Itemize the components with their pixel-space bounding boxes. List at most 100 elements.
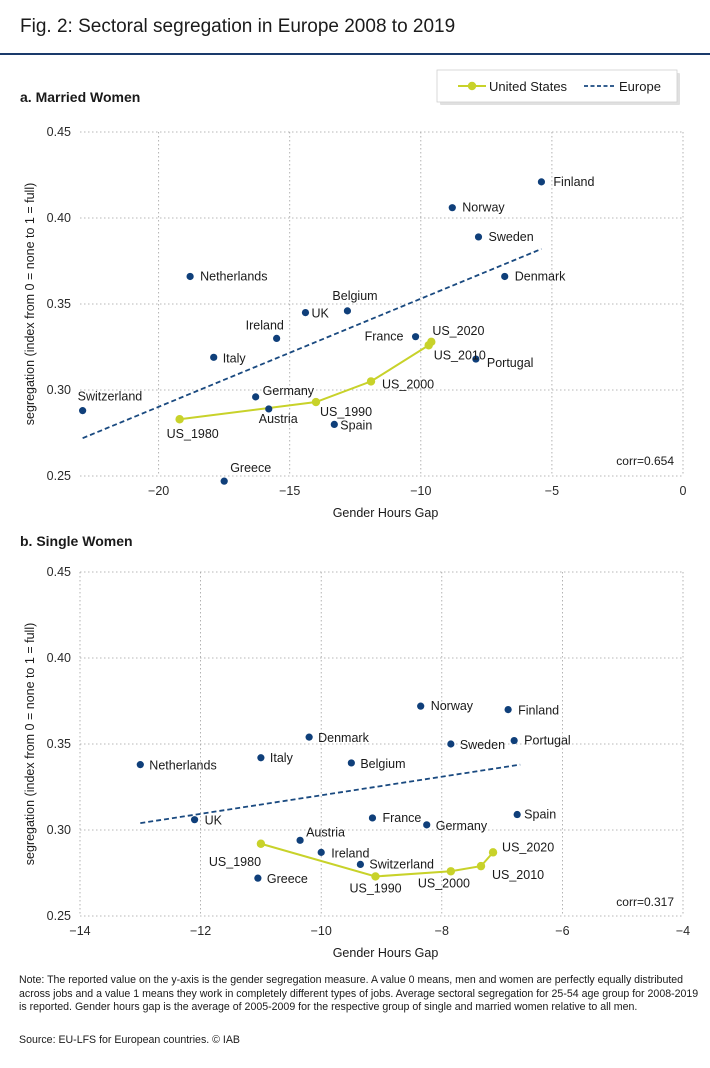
point-label-switzerland: Switzerland	[78, 390, 143, 404]
point-france	[368, 814, 377, 822]
x-tick-label: −10	[311, 924, 332, 938]
y-tick-label: 0.35	[47, 737, 71, 751]
point-us_2000	[446, 867, 456, 876]
point-greece	[254, 874, 262, 882]
y-tick-label: 0.45	[47, 565, 71, 579]
title-rule	[0, 53, 710, 55]
x-tick-label: −4	[676, 924, 690, 938]
x-tick-label: −15	[279, 484, 300, 498]
legend-label-europe: Europe	[619, 79, 661, 94]
point-uk	[301, 309, 310, 317]
point-label-sweden: Sweden	[460, 738, 505, 752]
figure-title: Fig. 2: Sectoral segregation in Europe 2…	[20, 16, 456, 37]
point-label-us_1980: US_1980	[209, 855, 261, 869]
point-portugal	[472, 355, 480, 363]
point-label-us_1990: US_1990	[349, 881, 401, 895]
point-spain	[330, 420, 338, 428]
x-tick-label: −14	[69, 924, 90, 938]
x-tick-label: −5	[545, 484, 559, 498]
point-germany	[423, 821, 431, 829]
point-norway	[448, 204, 456, 212]
correlation-annotation: corr=0.654	[616, 454, 674, 468]
x-tick-label: −8	[435, 924, 449, 938]
x-tick-label: −20	[148, 484, 169, 498]
point-label-belgium: Belgium	[360, 757, 405, 771]
charts-canvas: a. Married Women −20 −15 −10 −5 0 0.25 0.30 0.35…	[20, 69, 690, 960]
point-label-greece: Greece	[267, 872, 308, 886]
point-switzerland	[356, 860, 364, 869]
point-label-denmark: Denmark	[515, 269, 566, 283]
point-netherlands	[186, 272, 194, 281]
point-label-us_2010: US_2010	[434, 348, 486, 362]
point-label-italy: Italy	[223, 351, 247, 365]
point-austria	[265, 405, 273, 413]
chart-panel-married-women: a. Married Women −20 −15 −10 −5 0 0.25 0.30 0.35…	[20, 69, 687, 520]
point-label-italy: Italy	[270, 751, 294, 765]
y-tick-label: 0.35	[47, 297, 71, 311]
point-label-us_2010: US_2010	[492, 868, 544, 882]
point-label-austria: Austria	[259, 412, 298, 426]
x-tick-label: −10	[410, 484, 431, 498]
point-label-us_2000: US_2000	[382, 377, 434, 391]
x-tick-label: −6	[555, 924, 569, 938]
y-tick-label: 0.30	[47, 823, 71, 837]
point-label-norway: Norway	[431, 699, 474, 713]
point-us_2000	[366, 377, 376, 386]
point-label-ireland: Ireland	[246, 318, 284, 332]
y-tick-label: 0.40	[47, 651, 71, 665]
point-us_2010	[476, 861, 486, 871]
point-label-greece: Greece	[230, 461, 271, 475]
europe-trend-line	[140, 763, 521, 825]
point-label-us_1980: US_1980	[167, 427, 219, 441]
point-label-norway: Norway	[462, 201, 505, 215]
point-finland	[504, 706, 512, 714]
panel-title: a. Married Women	[20, 89, 140, 105]
y-tick-label: 0.25	[47, 909, 71, 923]
point-italy	[210, 353, 218, 361]
point-finland	[537, 178, 546, 186]
x-axis-label: Gender Hours Gap	[333, 946, 439, 960]
point-label-denmark: Denmark	[318, 731, 369, 745]
point-label-ireland: Ireland	[331, 846, 369, 860]
point-label-spain: Spain	[524, 808, 556, 822]
panel-title: b. Single Women	[20, 533, 133, 549]
point-ireland	[273, 334, 281, 342]
point-label-portugal: Portugal	[524, 734, 571, 748]
legend-label-united-states: United States	[489, 79, 568, 94]
point-germany	[252, 393, 260, 401]
point-us_1990	[371, 872, 380, 881]
point-uk	[190, 816, 199, 824]
point-greece	[220, 477, 228, 485]
point-ireland	[317, 848, 325, 856]
point-sweden	[474, 233, 483, 241]
chart-panel-single-women: b. Single Women −14 −12 −10 −8 −6 −4 0.25 0.30 0.…	[20, 533, 690, 960]
point-label-us_2020: US_2020	[432, 324, 484, 338]
point-sweden	[447, 740, 455, 748]
x-tick-label: −12	[190, 924, 211, 938]
x-axis-label: Gender Hours Gap	[333, 506, 439, 520]
point-denmark	[305, 733, 313, 741]
point-us_1990	[311, 397, 321, 407]
point-label-netherlands: Netherlands	[149, 759, 216, 773]
point-us_2020	[427, 337, 436, 347]
y-tick-label: 0.45	[47, 125, 71, 139]
point-label-finland: Finland	[518, 704, 559, 718]
point-label-us_2000: US_2000	[418, 876, 470, 890]
point-label-portugal: Portugal	[487, 356, 534, 370]
y-axis-label: segregation (index from 0 = none to 1 = …	[23, 183, 37, 426]
y-tick-label: 0.25	[47, 469, 71, 483]
x-tick-label: 0	[680, 484, 687, 498]
point-belgium	[343, 307, 352, 315]
point-label-germany: Germany	[263, 384, 315, 398]
point-label-germany: Germany	[436, 819, 488, 833]
point-switzerland	[79, 407, 87, 415]
point-label-spain: Spain	[340, 418, 372, 432]
point-label-france: France	[382, 811, 421, 825]
point-netherlands	[136, 761, 144, 769]
point-us_1980	[256, 839, 266, 848]
y-tick-label: 0.40	[47, 211, 71, 225]
legend-us-marker	[467, 81, 477, 91]
legend: United States Europe	[436, 69, 680, 105]
point-label-finland: Finland	[553, 175, 594, 189]
point-italy	[257, 754, 265, 762]
